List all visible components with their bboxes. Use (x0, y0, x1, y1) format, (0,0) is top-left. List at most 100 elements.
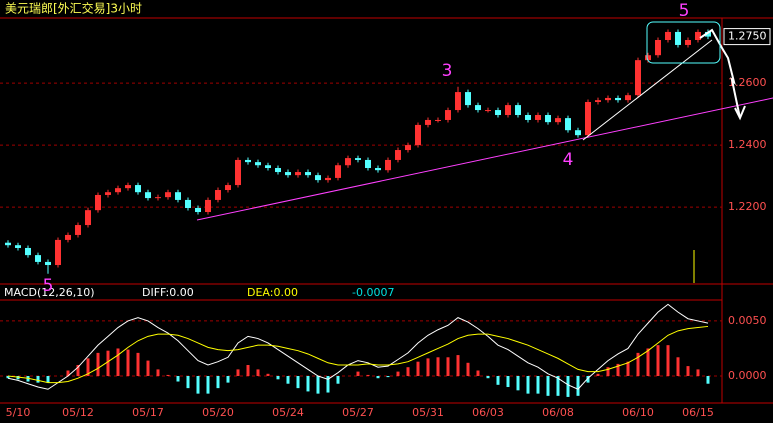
candle-body (295, 172, 301, 176)
candle-body (545, 115, 551, 123)
plot-area: 1.2200 1.2400 1.2600 5/10 05/12 05/17 05/20 05/… (0, 28, 771, 419)
candle-body (625, 95, 631, 101)
y-tick-label: 1.2600 (728, 76, 767, 89)
candle-body (465, 92, 471, 106)
price-label: 1.2750 (728, 30, 767, 43)
chart-title: 美元瑞郎[外汇交易]3小时 (5, 1, 142, 16)
candle-body (65, 234, 71, 240)
x-tick-label: 06/08 (542, 406, 574, 419)
candle-body (135, 185, 141, 193)
candle-body (535, 115, 541, 120)
highlight-box (646, 21, 721, 64)
x-tick-label: 05/24 (272, 406, 304, 419)
legend-diff: DIFF:0.00 (142, 286, 194, 299)
candle-body (685, 40, 691, 45)
x-tick-label: 05/20 (202, 406, 234, 419)
x-tick-label: 05/27 (342, 406, 374, 419)
macd-readout: -0.0007 (352, 286, 394, 299)
candle-body (95, 194, 101, 211)
candle-body (265, 165, 271, 169)
candle-body (655, 40, 661, 56)
candle-body (365, 159, 371, 169)
candle-body (415, 124, 421, 146)
wave-label: 5 (679, 1, 690, 21)
candle-body (115, 188, 121, 193)
candle-body (445, 110, 451, 120)
candle-body (155, 197, 161, 199)
candle-body (215, 190, 221, 200)
candle-body (385, 159, 391, 171)
candle-body (525, 115, 531, 120)
candle-body (75, 225, 81, 235)
candle-body (665, 31, 671, 41)
candle-body (675, 31, 681, 45)
candle-body (255, 162, 261, 166)
candle-body (375, 168, 381, 171)
candle-body (335, 165, 341, 178)
candle-body (105, 192, 111, 195)
candle-body (235, 159, 241, 186)
candle-body (605, 97, 611, 101)
candle-body (165, 192, 171, 198)
projection-line (699, 28, 741, 119)
candle-body (495, 110, 501, 116)
candle-body (505, 105, 511, 116)
wave-label: 5 (43, 276, 54, 296)
candle-body (425, 119, 431, 125)
x-tick-label: 05/31 (412, 406, 444, 419)
candle-body (595, 100, 601, 102)
candle-body (245, 159, 251, 163)
candle-body (615, 97, 621, 101)
candle-body (485, 110, 491, 112)
y-tick-label: 1.2400 (728, 138, 767, 151)
trend-line (196, 97, 773, 221)
candle-body (315, 175, 321, 181)
candle-body (5, 242, 11, 246)
candle-body (515, 105, 521, 116)
candle-body (475, 105, 481, 111)
candle-body (575, 130, 581, 136)
x-tick-label: 06/10 (622, 406, 654, 419)
macd-title: MACD(12,26,10) (4, 286, 95, 299)
price-box (723, 28, 771, 46)
candle-body (85, 210, 91, 226)
wave-label: 3 (442, 61, 453, 81)
x-tick-label: 06/15 (682, 406, 714, 419)
macd-line (7, 325, 709, 384)
candle-body (355, 158, 361, 160)
candle-body (195, 207, 201, 213)
candle-body (45, 261, 51, 266)
candle-body (405, 145, 411, 151)
candle-body (25, 247, 31, 256)
y-tick-label: 0.0050 (728, 314, 767, 327)
candle-body (275, 168, 281, 173)
candle-body (585, 101, 591, 136)
x-tick-label: 06/03 (472, 406, 504, 419)
projection-arrow (734, 105, 746, 121)
candle-body (565, 118, 571, 131)
y-tick-label: 0.0000 (728, 369, 767, 382)
candle-body (325, 177, 331, 181)
candle-body (205, 199, 211, 213)
candle-body (55, 239, 61, 266)
candle-body (35, 255, 41, 262)
candle-body (225, 185, 231, 191)
candle-body (645, 55, 651, 61)
x-tick-label: 05/12 (62, 406, 94, 419)
candle-body (635, 60, 641, 96)
candle-body (175, 192, 181, 200)
trend-line (582, 39, 713, 141)
candle-body (305, 172, 311, 176)
x-tick-label: 05/17 (132, 406, 164, 419)
candle-body (285, 172, 291, 176)
candle-body (395, 150, 401, 160)
candle-body (345, 158, 351, 166)
macd-line (7, 303, 709, 390)
candle-body (15, 245, 21, 248)
candle-body (555, 118, 561, 123)
candle-body (695, 31, 701, 41)
legend-dea: DEA:0.00 (247, 286, 298, 299)
candle-body (455, 92, 461, 111)
wave-label: 4 (563, 150, 574, 170)
